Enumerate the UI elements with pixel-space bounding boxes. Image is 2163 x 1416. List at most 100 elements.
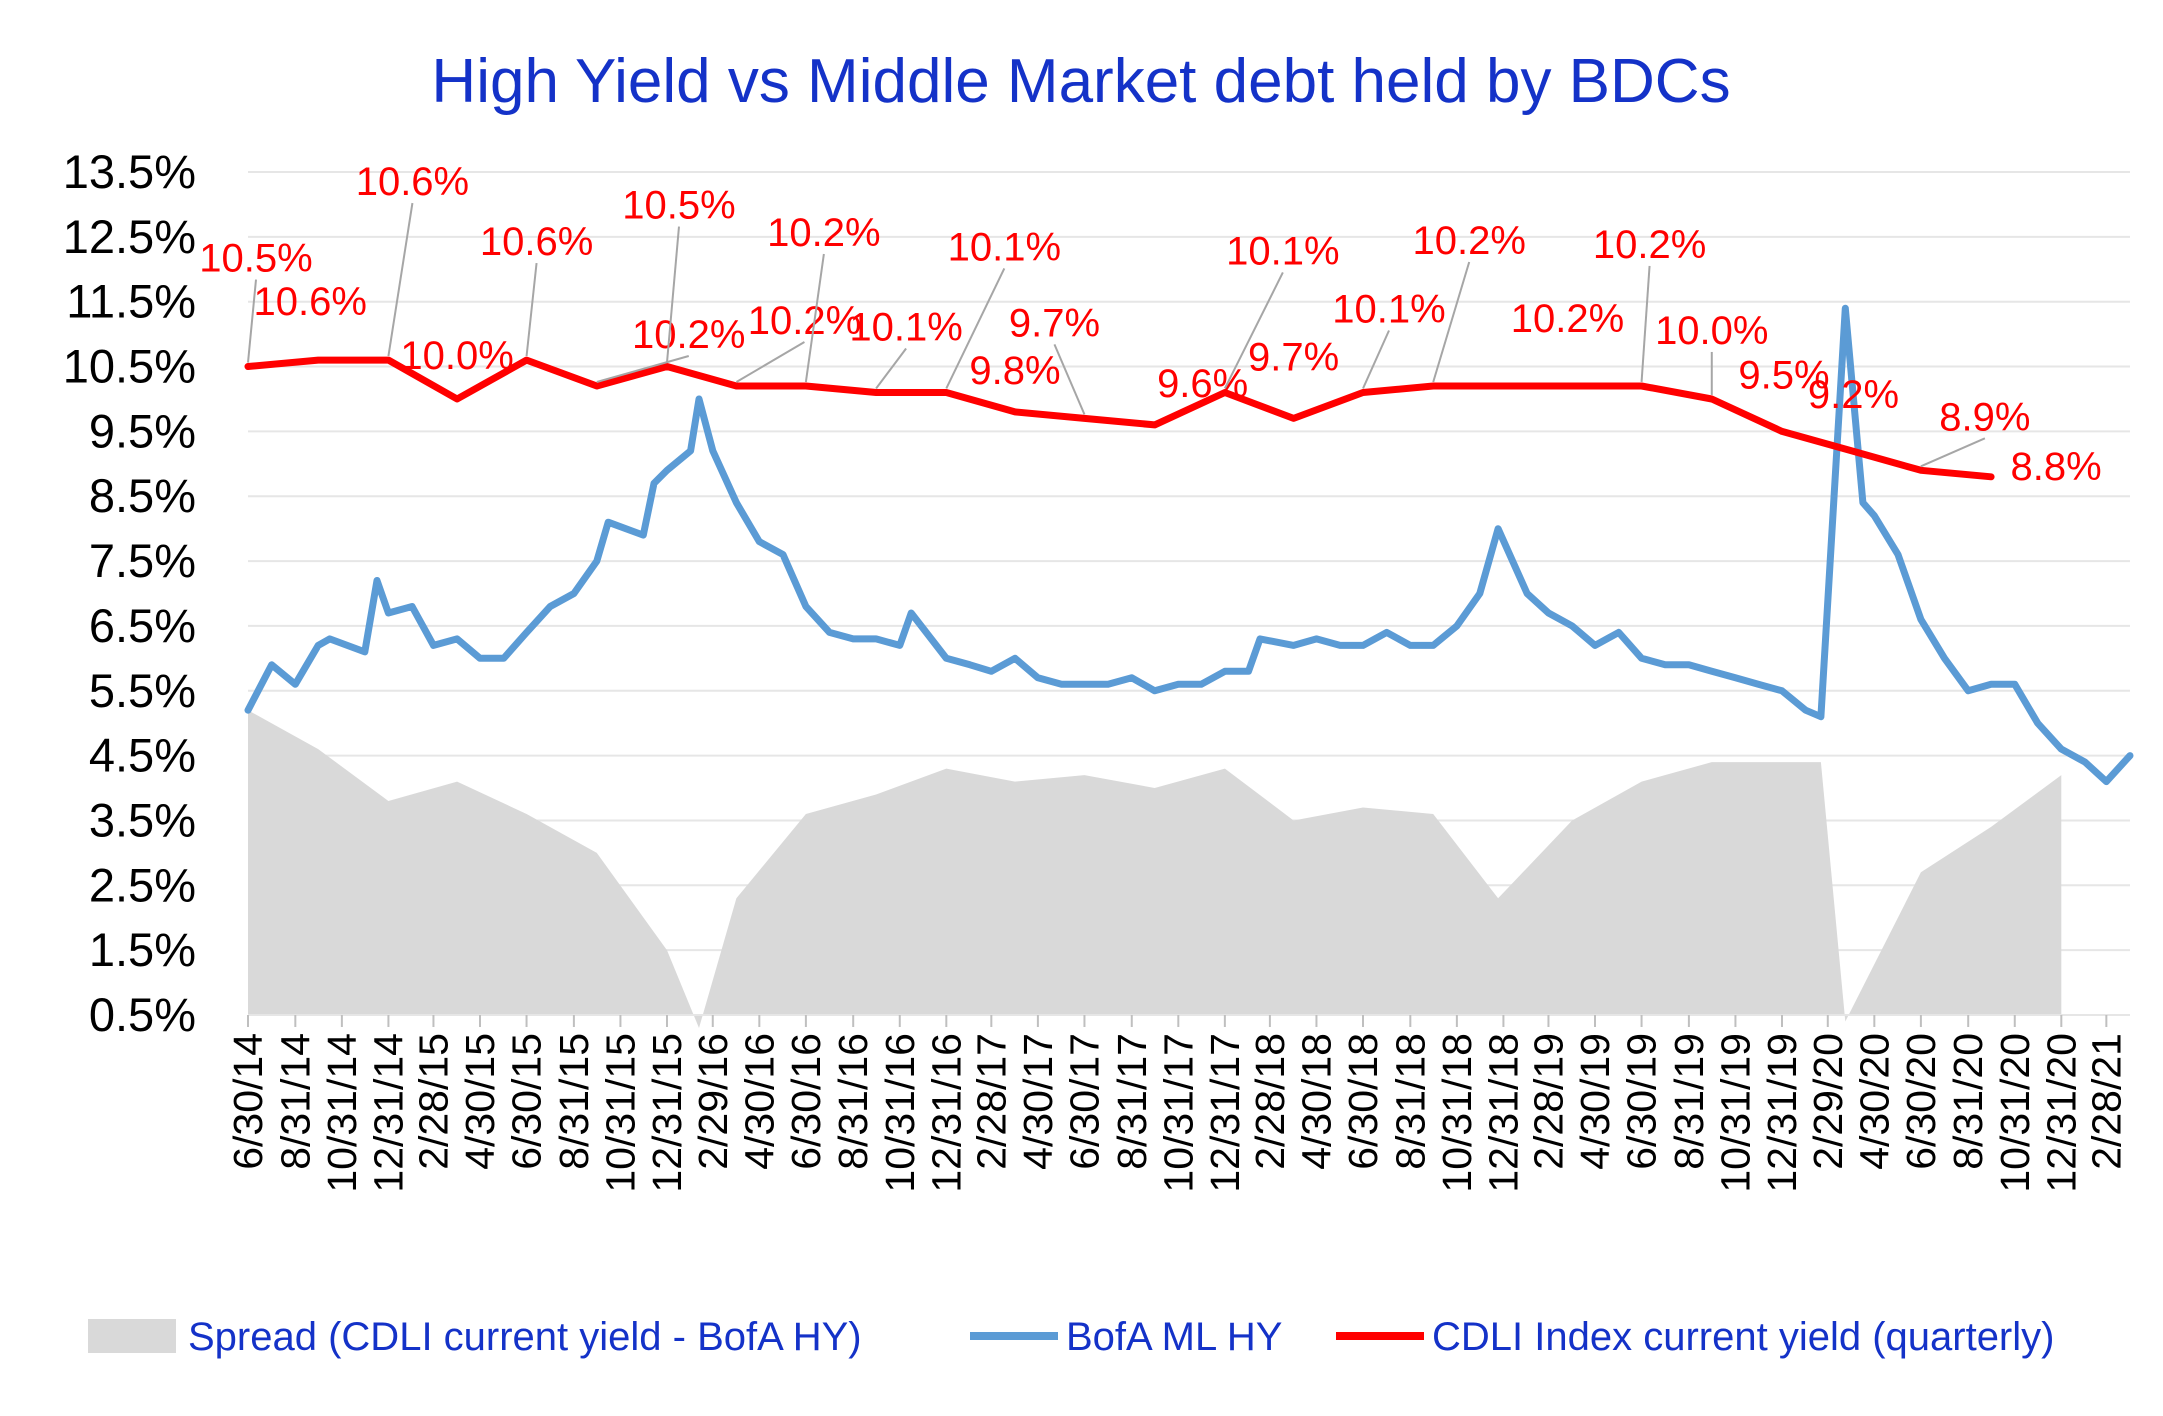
x-tick-label: 8/31/17 (1109, 1033, 1155, 1170)
data-label: 9.5% (1738, 353, 1829, 397)
data-label-leader (1362, 330, 1390, 389)
x-tick-label: 4/30/16 (736, 1033, 782, 1170)
y-tick-label: 10.5% (63, 340, 196, 393)
data-label: 10.6% (356, 160, 469, 204)
data-label: 9.6% (1157, 362, 1248, 406)
data-label-leader (1640, 265, 1651, 383)
y-axis-tick-labels: 0.5% 1.5% 2.5% 3.5% 4.5% 5.5% 6.5% 7.5% 8.5% 9.5%… (63, 145, 196, 1041)
data-label: 10.1% (948, 225, 1061, 269)
x-tick-label: 12/31/18 (1480, 1033, 1526, 1193)
x-tick-label: 2/28/18 (1247, 1033, 1293, 1170)
x-tick-label: 12/31/15 (644, 1033, 690, 1193)
x-tick-label: 8/31/14 (272, 1033, 318, 1170)
x-tick-label: 2/28/21 (2083, 1033, 2129, 1170)
data-label: 10.1% (1226, 229, 1339, 273)
y-tick-label: 1.5% (89, 923, 196, 976)
data-labels: 10.5%10.6%10.6%10.0%10.6%10.2%10.5%10.2%… (199, 160, 2101, 489)
x-tick-label: 12/31/19 (1759, 1033, 1805, 1193)
data-label-leader (525, 262, 538, 357)
x-tick-label: 8/31/19 (1666, 1033, 1712, 1170)
x-tick-label: 4/30/18 (1293, 1033, 1339, 1170)
x-tick-label: 6/30/18 (1340, 1033, 1386, 1170)
y-tick-label: 0.5% (89, 988, 196, 1041)
x-tick-label: 10/31/17 (1155, 1033, 1201, 1193)
data-label-leader (945, 268, 1006, 389)
data-label: 10.1% (849, 305, 962, 349)
x-tick-label: 6/30/17 (1061, 1033, 1107, 1170)
x-tick-label: 4/30/15 (457, 1033, 503, 1170)
x-tick-label: 12/31/14 (365, 1033, 411, 1193)
x-tick-label: 8/31/18 (1387, 1033, 1433, 1170)
y-tick-label: 9.5% (89, 404, 196, 457)
x-axis (247, 1014, 2130, 1027)
data-label: 10.1% (1332, 287, 1445, 331)
legend-label: Spread (CDLI current yield - BofA HY) (188, 1315, 862, 1359)
x-tick-label: 8/31/20 (1945, 1033, 1991, 1170)
x-tick-label: 10/31/19 (1712, 1033, 1758, 1193)
x-tick-label: 2/29/20 (1805, 1033, 1851, 1170)
y-tick-label: 2.5% (89, 858, 196, 911)
data-label-leader (665, 226, 680, 363)
data-label: 10.2% (767, 211, 880, 255)
data-label-leader (596, 355, 690, 383)
legend-label: BofA ML HY (1066, 1315, 1282, 1359)
series-line-bofa-hy (244, 304, 2134, 786)
data-label: 10.2% (632, 313, 745, 357)
data-label: 9.2% (1808, 373, 1899, 417)
data-label: 10.0% (1655, 309, 1768, 353)
x-tick-label: 10/31/18 (1434, 1033, 1480, 1193)
x-tick-label: 8/31/15 (551, 1033, 597, 1170)
data-label: 9.8% (969, 349, 1060, 393)
data-label: 9.7% (1248, 335, 1339, 379)
x-tick-label: 10/31/20 (1992, 1033, 2038, 1193)
data-label-leader (1223, 272, 1284, 389)
x-tick-label: 12/31/17 (1202, 1033, 1248, 1193)
data-label: 10.6% (480, 220, 593, 264)
x-tick-label: 6/30/19 (1619, 1033, 1665, 1170)
grid-lines (248, 171, 2130, 1016)
data-label: 10.5% (199, 237, 312, 281)
data-label-leader (1053, 344, 1086, 415)
x-tick-label: 10/31/16 (877, 1033, 923, 1193)
data-label: 8.9% (1939, 395, 2030, 439)
data-label: 10.2% (1511, 297, 1624, 341)
y-tick-label: 11.5% (66, 275, 196, 328)
plot-area (244, 304, 2134, 1028)
data-label-leader (804, 253, 825, 383)
x-tick-label: 8/31/16 (830, 1033, 876, 1170)
x-tick-label: 2/28/19 (1525, 1033, 1571, 1170)
x-tick-label: 4/30/19 (1572, 1033, 1618, 1170)
data-label: 10.5% (622, 184, 735, 228)
chart-title: High Yield vs Middle Market debt held by… (431, 47, 1730, 116)
y-tick-label: 8.5% (89, 469, 196, 522)
data-label-leader (387, 202, 414, 357)
x-tick-label: 6/30/16 (783, 1033, 829, 1170)
data-label-leader (735, 341, 805, 383)
data-label: 10.6% (254, 280, 367, 324)
data-label-leader (1920, 437, 1986, 468)
y-tick-label: 13.5% (63, 145, 196, 198)
data-label: 10.0% (400, 334, 513, 378)
x-tick-label: 6/30/14 (225, 1033, 271, 1170)
data-label: 8.8% (2011, 445, 2102, 489)
legend-label: CDLI Index current yield (quarterly) (1432, 1315, 2054, 1359)
series-line-cdli (244, 356, 1995, 481)
x-tick-label: 4/30/20 (1851, 1033, 1897, 1170)
x-tick-label: 10/31/15 (597, 1033, 643, 1193)
x-tick-label: 10/31/14 (319, 1033, 365, 1193)
y-tick-label: 12.5% (63, 210, 196, 263)
series-area-spread (248, 710, 2062, 1028)
y-tick-label: 5.5% (89, 664, 196, 717)
data-label: 10.2% (748, 299, 861, 343)
x-tick-label: 2/28/17 (968, 1033, 1014, 1170)
x-tick-label: 2/29/16 (690, 1033, 736, 1170)
data-label-leader (247, 279, 257, 363)
data-label: 9.7% (1009, 301, 1100, 345)
legend: Spread (CDLI current yield - BofA HY) Bof… (88, 1315, 2054, 1359)
legend-swatch-spread (88, 1319, 176, 1353)
data-label: 10.2% (1413, 219, 1526, 263)
x-tick-label: 6/30/20 (1898, 1033, 1944, 1170)
data-label-leader (875, 347, 907, 390)
